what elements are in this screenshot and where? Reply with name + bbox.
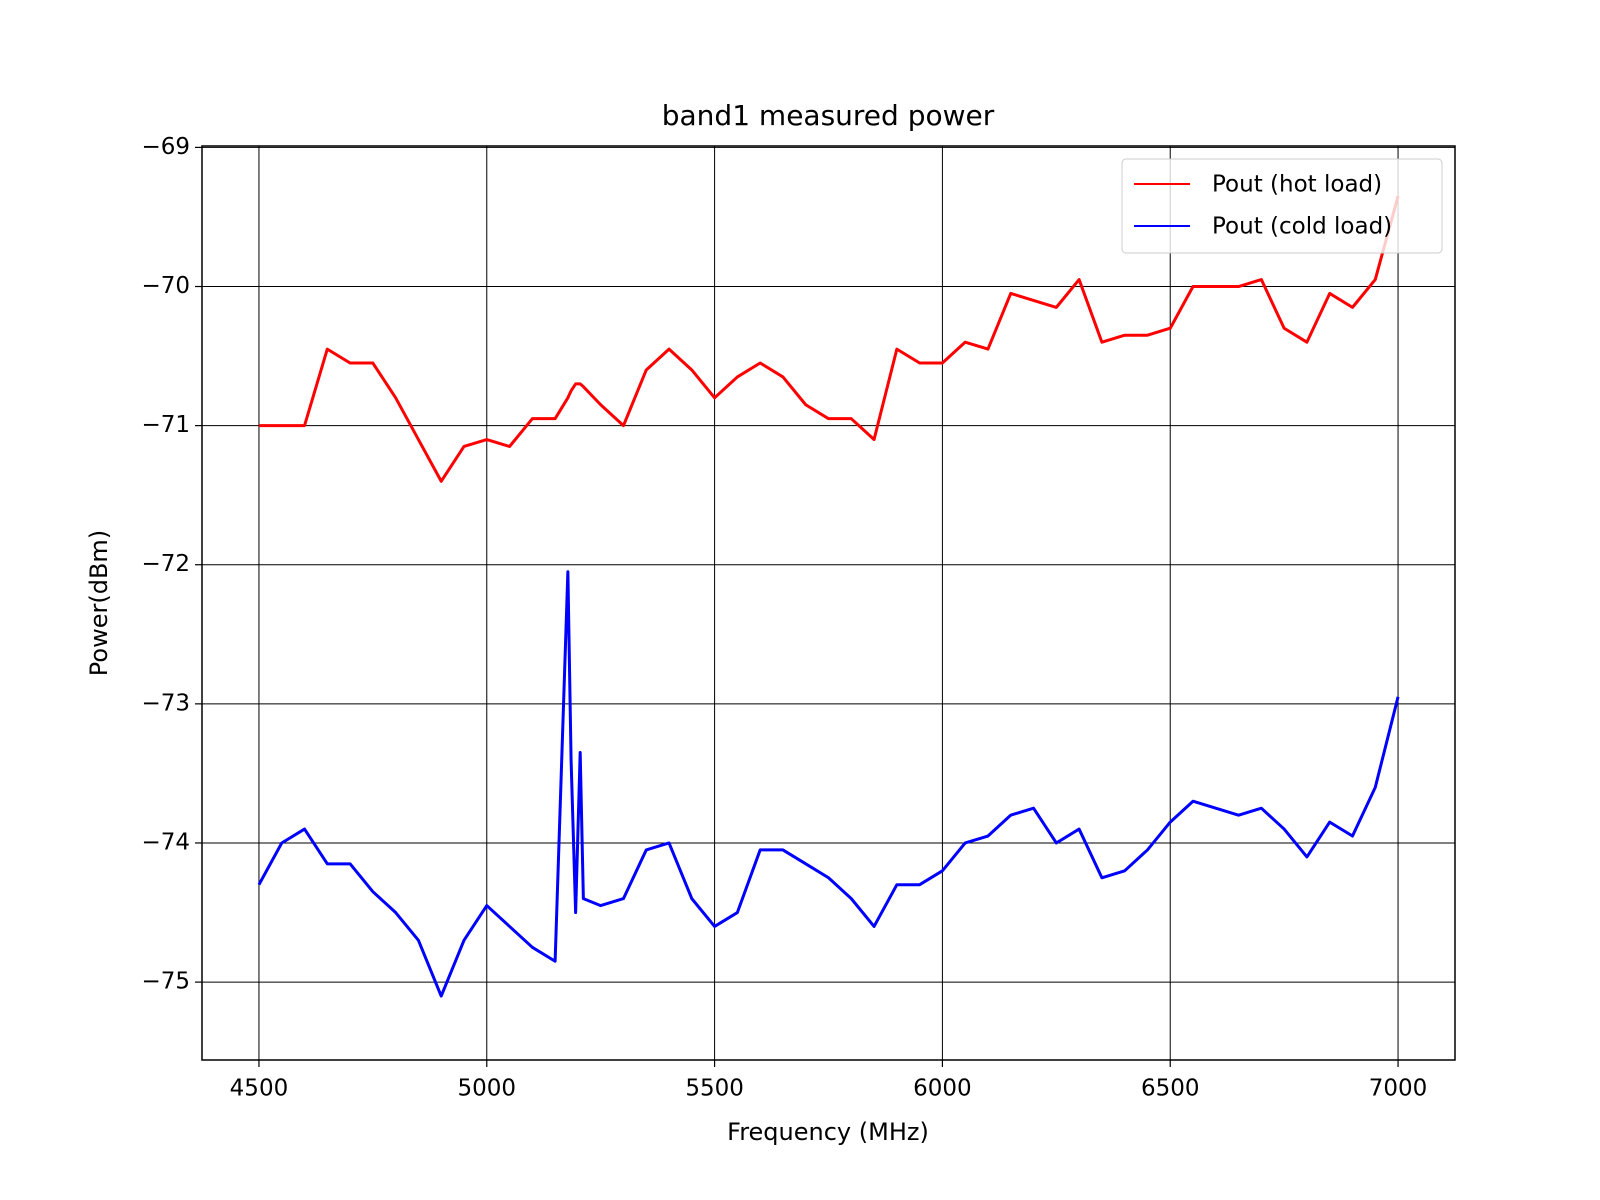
plot-frame [201,145,1456,1061]
y-tick-label: −70 [141,273,190,299]
legend-label: Pout (cold load) [1212,214,1392,240]
y-tick-label: −72 [141,551,190,577]
x-tick-label: 4500 [230,1076,289,1102]
x-axis-label: Frequency (MHz) [727,1118,929,1146]
x-tick-label: 6500 [1141,1076,1200,1102]
x-tick-label: 6000 [913,1076,972,1102]
y-tick-label: −71 [141,412,190,438]
legend-box [1121,158,1443,254]
legend-label: Pout (hot load) [1212,172,1382,198]
y-tick-label: −73 [141,690,190,716]
x-tick-label: 5500 [685,1076,744,1102]
y-tick-label: −75 [141,969,190,995]
y-axis-label: Power(dBm) [85,530,113,676]
x-tick-label: 7000 [1369,1076,1428,1102]
y-tick-label: −74 [141,829,190,855]
data-line [257,570,1400,998]
y-tick-label: −69 [141,134,190,160]
x-tick-label: 5000 [457,1076,516,1102]
chart-title: band1 measured power [662,99,995,132]
data-line [258,195,1400,483]
